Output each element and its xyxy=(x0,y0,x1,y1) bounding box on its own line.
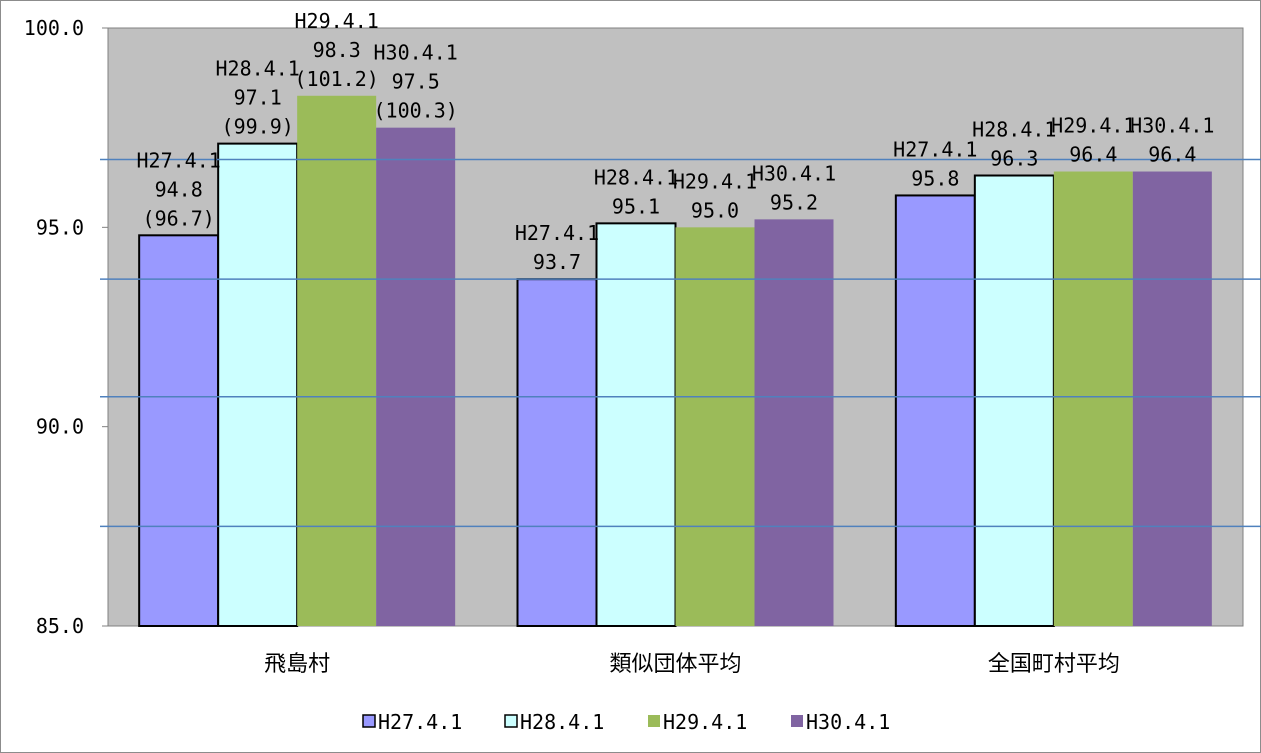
data-label-H28.4.1-全国町村平均: 96.3 xyxy=(990,147,1038,171)
legend-swatch xyxy=(504,714,518,728)
bar-H27.4.1-全国町村平均 xyxy=(894,194,976,627)
data-label-H30.4.1-類似団体平均: 95.2 xyxy=(770,190,818,214)
category-label: 飛島村 xyxy=(264,652,330,677)
data-label-H27.4.1-類似団体平均: H27.4.1 xyxy=(515,221,599,245)
data-label-H30.4.1-飛島村: 97.5 xyxy=(392,70,440,94)
data-label-H30.4.1-類似団体平均: H30.4.1 xyxy=(752,161,836,185)
category-label: 類似団体平均 xyxy=(609,652,741,677)
data-label-H29.4.1-類似団体平均: 95.0 xyxy=(691,198,739,222)
legend-entry: H27.4.1 xyxy=(378,710,462,734)
bar-H28.4.1-全国町村平均 xyxy=(973,174,1055,628)
data-label-H28.4.1-飛島村: H28.4.1 xyxy=(216,57,300,81)
bar-H29.4.1-全国町村平均 xyxy=(1053,171,1133,626)
data-label-H28.4.1-類似団体平均: 95.1 xyxy=(612,194,660,218)
data-label-H27.4.1-飛島村: (96.7) xyxy=(143,206,215,230)
data-label-H30.4.1-全国町村平均: 96.4 xyxy=(1148,143,1196,167)
bar-H29.4.1-類似団体平均 xyxy=(675,227,755,627)
bar-H27.4.1-類似団体平均 xyxy=(516,278,598,627)
data-label-H29.4.1-全国町村平均: H29.4.1 xyxy=(1051,114,1135,138)
data-label-H30.4.1-全国町村平均: H30.4.1 xyxy=(1130,114,1214,138)
data-label-H29.4.1-類似団体平均: H29.4.1 xyxy=(673,169,757,193)
data-label-H27.4.1-全国町村平均: 95.8 xyxy=(911,166,959,190)
bar-H30.4.1-飛島村 xyxy=(376,127,456,627)
data-label-H29.4.1-全国町村平均: 96.4 xyxy=(1069,143,1117,167)
data-label-H29.4.1-飛島村: (101.2) xyxy=(295,67,379,91)
legend-entry: H30.4.1 xyxy=(806,710,890,734)
legend-swatch xyxy=(362,714,376,728)
data-label-H29.4.1-飛島村: H29.4.1 xyxy=(295,9,379,33)
y-tick-label: 95.0 xyxy=(36,215,84,239)
legend-swatch xyxy=(791,715,803,727)
legend-swatch xyxy=(648,715,660,727)
y-tick-label: 85.0 xyxy=(36,614,84,638)
category-label: 全国町村平均 xyxy=(988,652,1120,677)
data-label-H30.4.1-飛島村: H30.4.1 xyxy=(374,41,458,65)
legend-entry: H29.4.1 xyxy=(663,710,747,734)
bar-H29.4.1-飛島村 xyxy=(297,95,377,627)
data-label-H27.4.1-全国町村平均: H27.4.1 xyxy=(893,137,977,161)
data-label-H28.4.1-飛島村: (99.9) xyxy=(222,115,294,139)
data-label-H30.4.1-飛島村: (100.3) xyxy=(374,99,458,123)
legend-entry: H28.4.1 xyxy=(520,710,604,734)
bar-H28.4.1-類似団体平均 xyxy=(595,222,677,627)
bar-H28.4.1-飛島村 xyxy=(217,142,299,627)
data-label-H27.4.1-飛島村: 94.8 xyxy=(155,177,203,201)
data-label-H28.4.1-全国町村平均: H28.4.1 xyxy=(972,118,1056,142)
bar-H30.4.1-類似団体平均 xyxy=(754,219,834,627)
data-label-H28.4.1-飛島村: 97.1 xyxy=(234,86,282,110)
data-label-H28.4.1-類似団体平均: H28.4.1 xyxy=(594,165,678,189)
bar-H30.4.1-全国町村平均 xyxy=(1132,171,1212,626)
data-label-H27.4.1-類似団体平均: 93.7 xyxy=(533,250,581,274)
y-tick-label: 100.0 xyxy=(24,16,84,40)
y-tick-label: 90.0 xyxy=(36,415,84,439)
data-label-H27.4.1-飛島村: H27.4.1 xyxy=(137,148,221,172)
bar-H27.4.1-飛島村 xyxy=(138,234,220,627)
data-label-H29.4.1-飛島村: 98.3 xyxy=(313,38,361,62)
